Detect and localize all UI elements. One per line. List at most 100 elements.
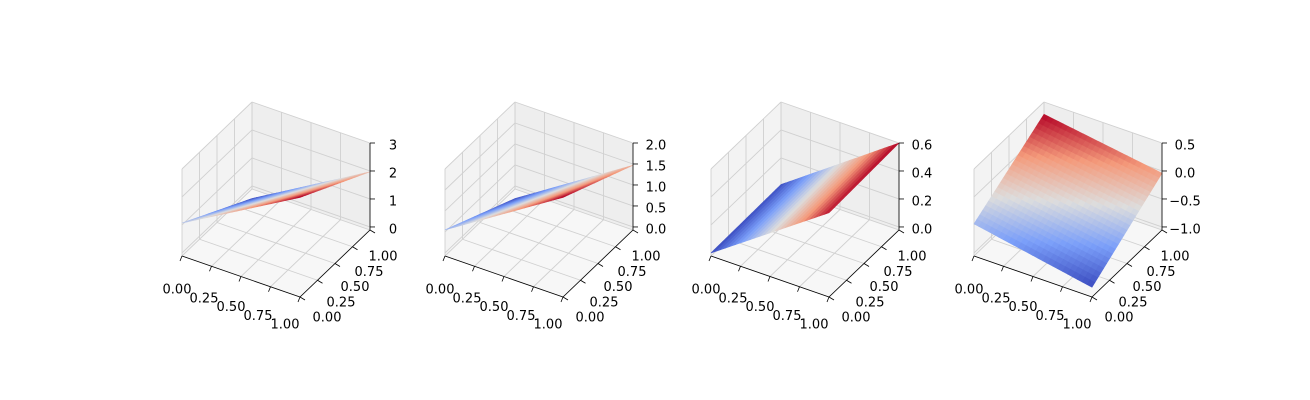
z-gridline <box>444 164 516 233</box>
x-tick-label: 0.50 <box>746 300 775 315</box>
x-tick-label: 0.50 <box>480 300 509 315</box>
z-gridline <box>514 101 634 144</box>
z-tick-label: 0.0 <box>646 222 667 237</box>
y-tick-label: 0.25 <box>327 295 356 310</box>
x-tick <box>238 276 242 282</box>
y-tick-label: 0.75 <box>618 265 647 280</box>
z-tick-label: 1.5 <box>646 159 667 174</box>
x-tick-label: 0.25 <box>453 291 482 306</box>
y-tick <box>1091 296 1098 301</box>
x-tick <box>268 286 271 292</box>
z-gridline <box>710 157 782 226</box>
x-tick <box>1060 286 1063 292</box>
y-tick <box>580 279 586 284</box>
subplot-1: 0.000.250.500.751.00 0.000.250.500.751.00… <box>163 101 397 333</box>
y-tick <box>846 279 852 284</box>
y-tick <box>1109 279 1115 284</box>
x-tick <box>560 296 564 303</box>
y-tick <box>828 296 835 301</box>
x-tick <box>1001 266 1004 272</box>
surface-patch <box>1086 279 1096 288</box>
x-tick-label: 0.50 <box>217 300 246 315</box>
z-tick-label: 1.0 <box>646 180 667 195</box>
z-tick-label: −0.5 <box>1169 194 1201 209</box>
z-gridline <box>1043 101 1163 144</box>
z-tick-label: −1.0 <box>1169 222 1201 237</box>
y-tick <box>632 229 639 234</box>
y-tick-label: 1.00 <box>1161 250 1190 265</box>
x-tick-label: 1.00 <box>1063 318 1092 333</box>
x-tick-label: 0.00 <box>426 283 455 298</box>
z-gridline <box>444 122 516 191</box>
y-tick <box>1161 229 1168 234</box>
x-tick <box>767 276 771 282</box>
z-gridline <box>444 143 516 212</box>
y-tick-label: 0.00 <box>1105 311 1134 326</box>
z-tick-label: 0.2 <box>912 194 933 209</box>
x-tick-label: 1.00 <box>534 318 563 333</box>
y-gridline <box>462 238 581 281</box>
y-gridline <box>234 205 353 248</box>
z-gridline <box>181 157 253 226</box>
subplot-2: 0.000.250.500.751.00 0.000.250.500.751.00… <box>426 101 667 333</box>
x-tick-label: 0.75 <box>244 309 273 324</box>
surface <box>973 113 1163 288</box>
y-tick-label: 0.75 <box>1147 265 1176 280</box>
x-tick-label: 0.75 <box>507 309 536 324</box>
x-tick-label: 0.75 <box>773 309 802 324</box>
z-gridline <box>973 101 1045 170</box>
z-gridline <box>780 129 900 172</box>
y-gridline <box>479 222 599 264</box>
z-gridline <box>251 101 371 144</box>
x-tick <box>297 296 301 303</box>
x-tick-label: 0.25 <box>719 291 748 306</box>
y-tick-label: 0.75 <box>884 265 913 280</box>
x-tick-label: 0.00 <box>163 283 192 298</box>
x-tick <box>531 286 534 292</box>
y-tick <box>1144 246 1150 251</box>
x-tick <box>797 286 800 292</box>
x-tick <box>971 255 975 262</box>
y-tick <box>863 263 870 267</box>
y-tick-label: 0.75 <box>355 265 384 280</box>
y-tick <box>334 263 341 267</box>
x-tick-label: 0.25 <box>190 291 219 306</box>
z-tick-label: 2 <box>389 166 397 181</box>
z-gridline <box>514 143 634 186</box>
y-tick <box>615 246 621 251</box>
z-gridline <box>710 101 782 170</box>
y-tick <box>1126 263 1133 267</box>
y-tick <box>597 263 604 267</box>
z-tick-label: 0.0 <box>1175 166 1196 181</box>
y-tick-label: 0.50 <box>870 280 899 295</box>
y-tick <box>317 279 323 284</box>
y-tick <box>881 246 887 251</box>
z-tick-label: 2.0 <box>646 139 667 154</box>
y-gridline <box>216 222 336 264</box>
z-gridline <box>251 129 371 172</box>
subplot-3: 0.000.250.500.751.00 0.000.250.500.751.00… <box>692 101 933 333</box>
z-gridline <box>181 101 253 170</box>
y-tick-label: 0.50 <box>604 280 633 295</box>
x-tick <box>708 255 712 262</box>
y-tick-label: 0.00 <box>313 311 342 326</box>
x-tick-label: 0.00 <box>955 283 984 298</box>
y-tick <box>562 296 569 301</box>
y-gridline <box>199 238 318 281</box>
x-tick-label: 0.25 <box>982 291 1011 306</box>
y-tick <box>898 229 905 234</box>
x-tick-label: 1.00 <box>800 318 829 333</box>
y-gridline <box>728 238 847 281</box>
z-tick-label: 0.6 <box>912 139 933 154</box>
z-gridline <box>251 185 371 228</box>
x-tick <box>179 255 183 262</box>
x-tick <box>209 266 212 272</box>
y-tick <box>299 296 306 301</box>
z-gridline <box>780 101 900 144</box>
z-gridline <box>514 122 634 165</box>
z-tick-label: 0 <box>389 222 397 237</box>
x-tick <box>826 296 830 303</box>
z-tick-label: 0.0 <box>912 222 933 237</box>
